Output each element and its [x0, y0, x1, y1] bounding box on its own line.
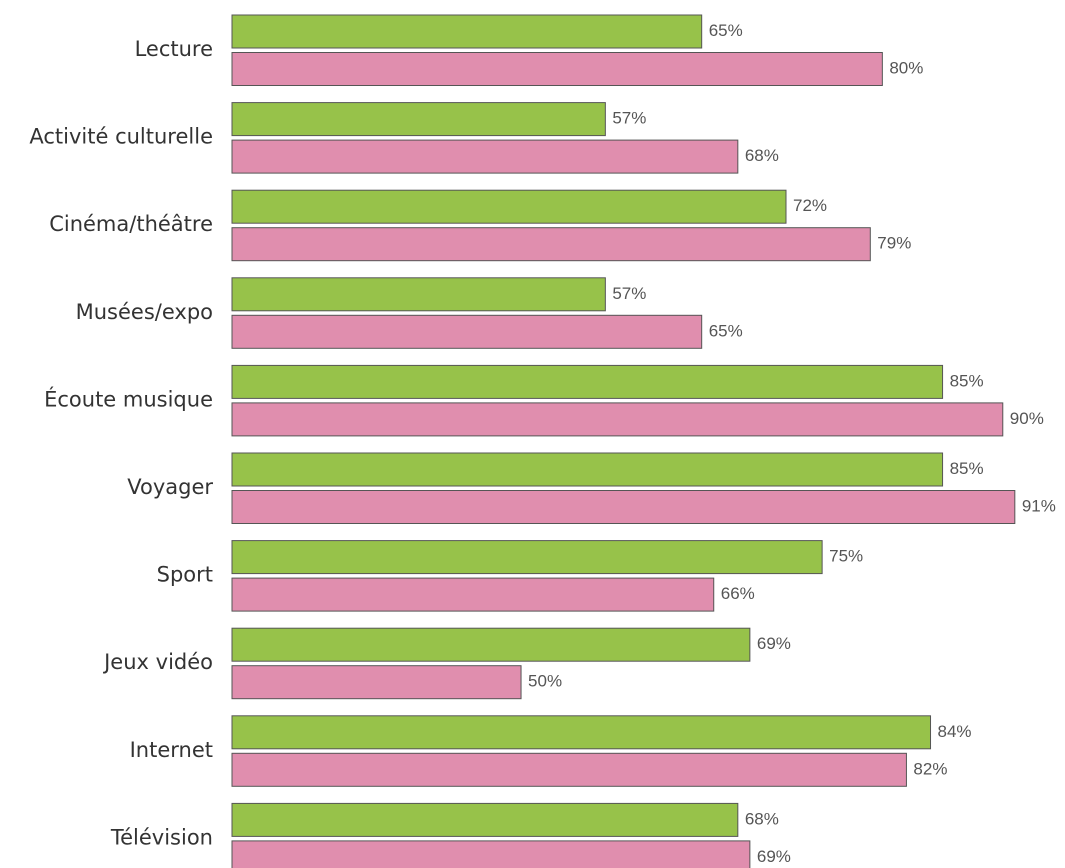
- bar: [231, 577, 715, 612]
- bar: [231, 490, 1016, 524]
- bar: [231, 227, 871, 262]
- bar: [231, 840, 751, 868]
- category-label: Télévision: [110, 825, 213, 849]
- value-label: 66%: [721, 584, 755, 603]
- bar: [231, 627, 751, 662]
- category-label: Écoute musique: [44, 386, 213, 411]
- value-label: 50%: [528, 672, 562, 691]
- bar: [231, 402, 1004, 437]
- value-label: 80%: [889, 58, 923, 77]
- value-label: 91%: [1022, 496, 1056, 515]
- value-label: 72%: [793, 196, 827, 215]
- value-label: 79%: [877, 234, 911, 253]
- category-label: Jeux vidéo: [102, 650, 213, 674]
- value-label: 68%: [745, 809, 779, 828]
- value-label: 90%: [1010, 409, 1044, 428]
- value-label: 69%: [757, 634, 791, 653]
- value-label: 82%: [913, 759, 947, 778]
- bar: [231, 715, 932, 750]
- value-label: 84%: [938, 722, 972, 741]
- category-label: Voyager: [127, 475, 213, 499]
- category-label: Sport: [157, 563, 213, 587]
- bar: [231, 540, 823, 575]
- value-label: 75%: [829, 547, 863, 566]
- bar: [231, 139, 739, 174]
- bar: [231, 802, 739, 837]
- value-label: 65%: [709, 321, 743, 340]
- bar: [231, 665, 522, 700]
- category-label: Musées/expo: [76, 300, 213, 324]
- bar: [231, 752, 907, 787]
- bar: [231, 52, 883, 86]
- value-label: 85%: [950, 459, 984, 478]
- bar: [231, 14, 703, 49]
- bar: [231, 277, 606, 312]
- value-label: 69%: [757, 847, 791, 866]
- bar: [231, 364, 944, 399]
- value-label: 65%: [709, 21, 743, 40]
- category-label: Cinéma/théâtre: [49, 212, 213, 236]
- category-label: Activité culturelle: [29, 125, 213, 149]
- bar: [231, 189, 787, 224]
- category-label: Internet: [130, 738, 213, 762]
- value-label: 85%: [950, 371, 984, 390]
- bar: [231, 102, 606, 137]
- bar: [231, 452, 944, 487]
- value-label: 57%: [612, 284, 646, 303]
- category-label: Lecture: [135, 37, 213, 61]
- value-label: 57%: [612, 109, 646, 128]
- bar: [231, 314, 703, 349]
- value-label: 68%: [745, 146, 779, 165]
